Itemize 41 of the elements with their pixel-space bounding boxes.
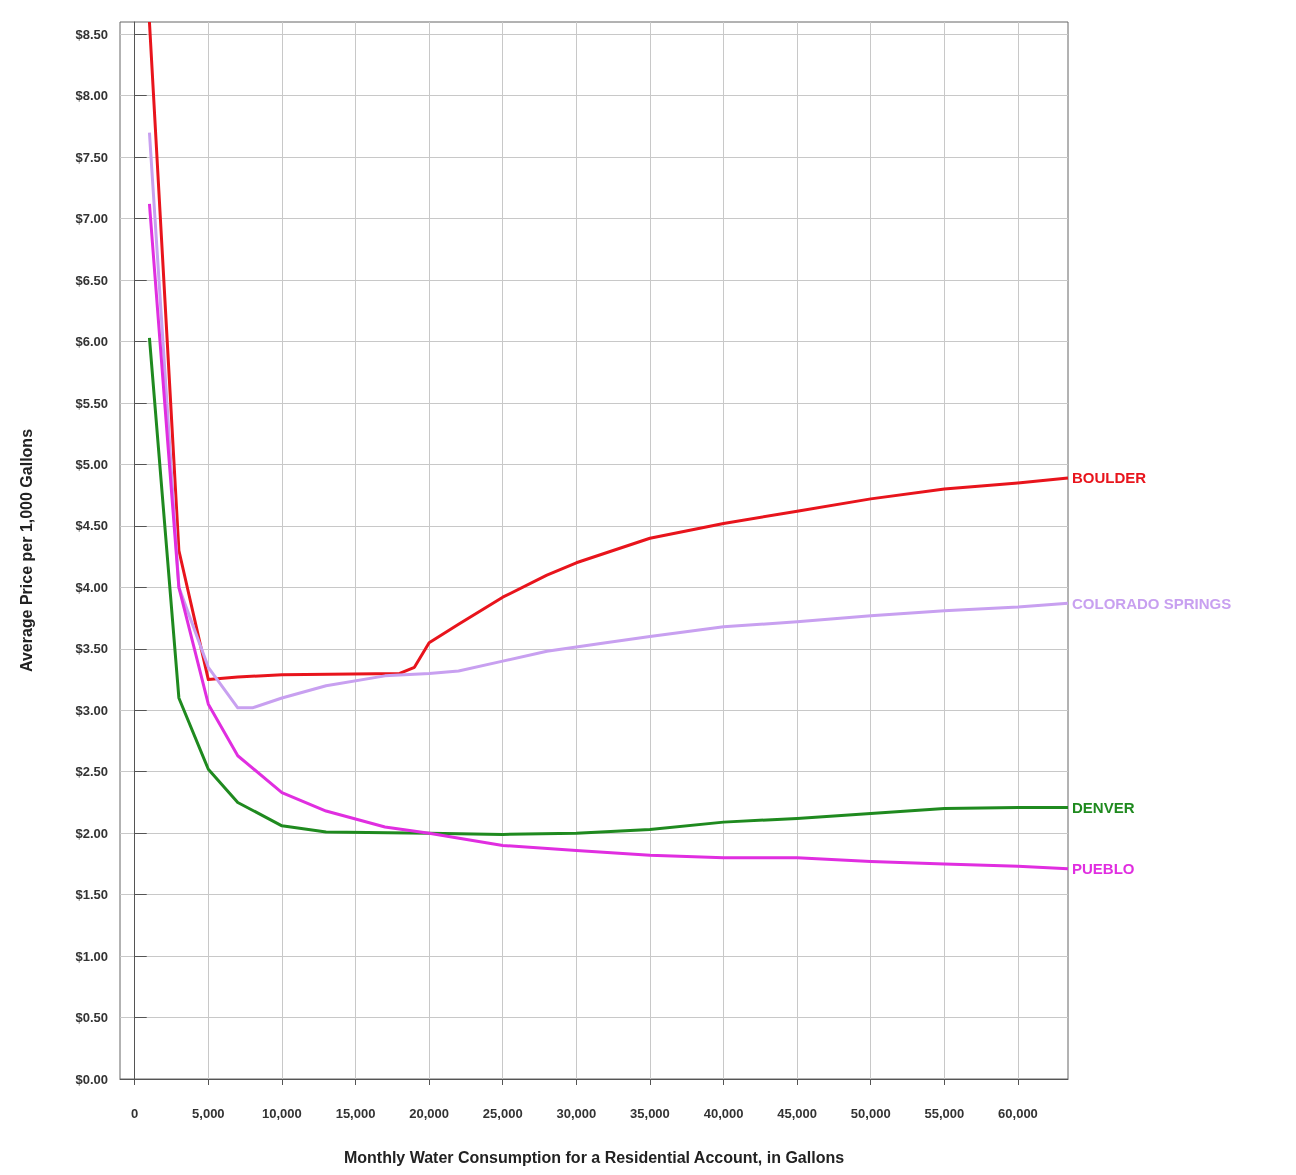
x-tick-label: 50,000 — [850, 1106, 891, 1121]
x-tick-label: 45,000 — [777, 1106, 818, 1121]
x-tick-label: 0 — [131, 1106, 139, 1121]
y-tick-label: $5.50 — [75, 395, 108, 411]
y-tick-label: $4.50 — [75, 518, 108, 534]
y-tick-label: $4.00 — [75, 579, 108, 595]
y-tick-label: $6.00 — [75, 334, 108, 350]
x-tick-label: 15,000 — [335, 1106, 376, 1121]
line-series — [147, 131, 1070, 710]
y-tick-label: $1.00 — [75, 948, 108, 964]
series-label: COLORADO SPRINGS — [1072, 594, 1232, 612]
x-tick-label: 30,000 — [556, 1106, 597, 1121]
x-tick-label: 40,000 — [703, 1106, 744, 1121]
y-tick-label: $8.00 — [75, 88, 108, 104]
line-series — [147, 202, 1070, 871]
y-tick-label: $3.50 — [75, 641, 108, 657]
y-tick-label: $8.50 — [75, 26, 108, 42]
y-tick-label: $3.00 — [75, 702, 108, 718]
x-tick-label: 55,000 — [924, 1106, 965, 1121]
y-tick-label: $7.00 — [75, 211, 108, 227]
y-tick-label: $0.00 — [75, 1071, 108, 1087]
y-tick-label: $1.50 — [75, 887, 108, 903]
series-label: PUEBLO — [1072, 860, 1135, 878]
y-tick-label: $2.00 — [75, 825, 108, 841]
series-label: DENVER — [1072, 798, 1135, 816]
x-tick-label: 10,000 — [262, 1106, 302, 1121]
y-tick-label: $6.50 — [75, 272, 108, 288]
x-tick-label: 20,000 — [409, 1106, 450, 1121]
line-series — [147, 20, 1070, 682]
y-tick-label: $2.50 — [75, 764, 108, 780]
y-axis-title: Average Price per 1,000 Gallons — [17, 428, 35, 673]
x-tick-label: 60,000 — [998, 1106, 1038, 1121]
series-label: BOULDER — [1072, 469, 1147, 487]
y-tick-label: $7.50 — [75, 149, 108, 165]
x-tick-label: 35,000 — [630, 1106, 670, 1121]
y-tick-label: $5.00 — [75, 456, 108, 472]
line-series — [147, 336, 1070, 836]
x-axis-title: Monthly Water Consumption for a Residential Account, in Gallons — [343, 1148, 845, 1166]
x-tick-label: 5,000 — [192, 1106, 225, 1121]
y-tick-label: $0.50 — [75, 1010, 108, 1026]
x-tick-label: 25,000 — [482, 1106, 523, 1121]
